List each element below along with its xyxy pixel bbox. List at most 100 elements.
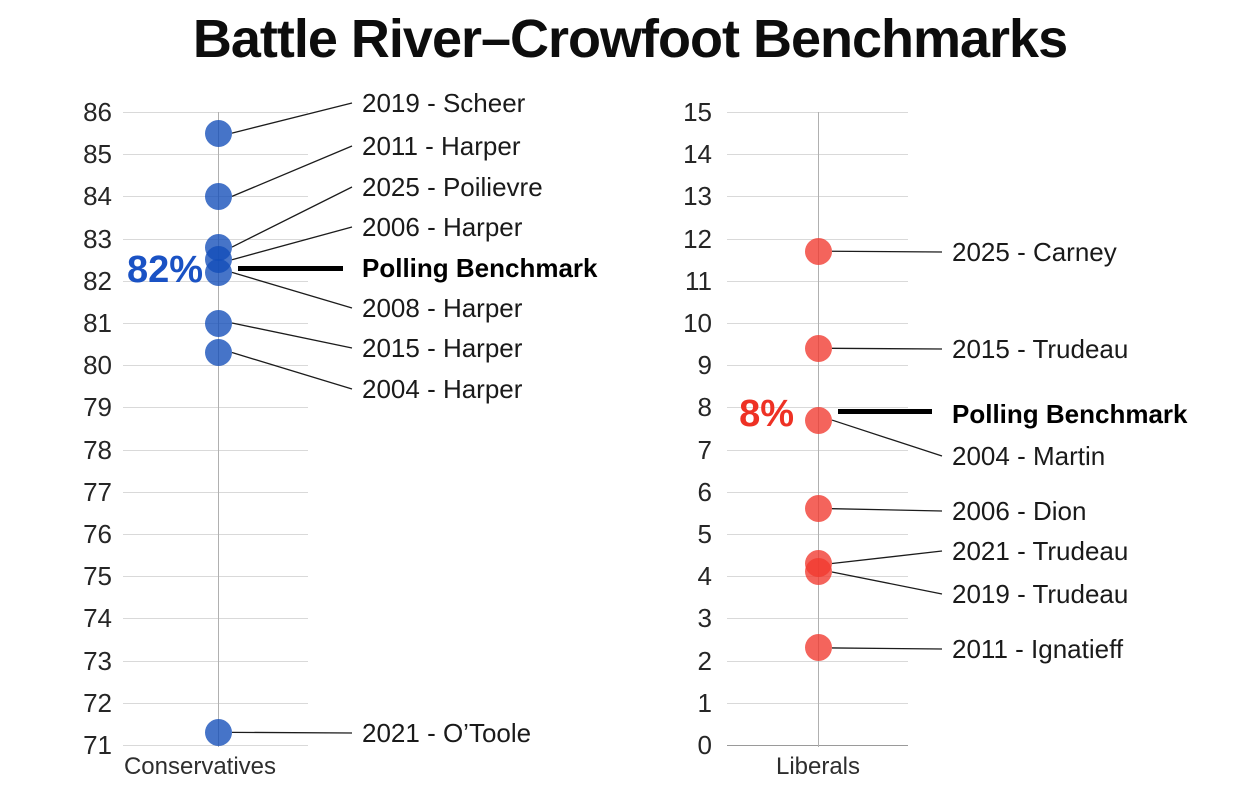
- y-tick-85: 85: [83, 139, 112, 170]
- y-tick-86: 86: [83, 97, 112, 127]
- y-tick-15: 15: [683, 97, 712, 127]
- y-tick-11: 11: [685, 265, 712, 296]
- gridline-79: [123, 407, 308, 409]
- gridline-72: [123, 702, 308, 704]
- point-callout: 2019 - Trudeau: [952, 579, 1129, 609]
- point-callout: 2011 - Ignatieff: [952, 634, 1124, 664]
- y-tick-72: 72: [83, 687, 112, 718]
- point-callout: 2025 - Poilievre: [362, 172, 543, 202]
- leader-line: [831, 347, 943, 350]
- benchmark-percent-label: 82%: [126, 249, 203, 292]
- y-tick-13: 13: [683, 181, 712, 212]
- y-tick-82: 82: [83, 265, 112, 296]
- gridline-74: [123, 618, 308, 620]
- point-callout: 2021 - O’Toole: [362, 718, 532, 748]
- data-point: [804, 334, 832, 362]
- data-point: [204, 119, 232, 147]
- y-tick-81: 81: [83, 308, 112, 338]
- y-tick-7: 7: [697, 434, 712, 465]
- data-point: [204, 718, 232, 746]
- benchmark-percent-label: 8%: [739, 392, 794, 435]
- point-callout: 2015 - Trudeau: [952, 334, 1129, 364]
- gridline-13: [727, 196, 908, 198]
- gridline-5: [727, 534, 908, 535]
- category-axis-line: [218, 112, 219, 747]
- y-tick-12: 12: [683, 223, 712, 254]
- y-tick-78: 78: [83, 434, 112, 465]
- point-callout: 2021 - Trudeau: [952, 536, 1129, 566]
- data-point: [204, 182, 232, 210]
- point-callout: 2006 - Dion: [952, 496, 1087, 526]
- gridline-2: [727, 660, 908, 662]
- data-point: [804, 634, 832, 662]
- y-tick-6: 6: [697, 476, 712, 507]
- point-callout: 2004 - Harper: [362, 374, 523, 404]
- y-tick-73: 73: [83, 645, 112, 676]
- y-tick-83: 83: [83, 223, 112, 254]
- point-callout: 2025 - Carney: [952, 237, 1117, 267]
- y-tick-4: 4: [697, 561, 712, 592]
- data-point: [804, 406, 832, 434]
- benchmark-line: [238, 265, 343, 271]
- gridline-1: [727, 702, 908, 704]
- gridline-76: [123, 534, 308, 535]
- leader-line: [831, 508, 943, 512]
- y-tick-3: 3: [697, 603, 712, 634]
- gridline-15: [727, 112, 908, 113]
- gridline-77: [123, 491, 308, 493]
- benchmark-callout: Polling Benchmark: [952, 399, 1188, 429]
- y-tick-76: 76: [83, 519, 112, 549]
- chart-title: Battle River–Crowfoot Benchmarks: [192, 9, 1068, 69]
- gridline-6: [727, 491, 908, 493]
- gridline-78: [123, 449, 308, 451]
- gridline-75: [123, 576, 308, 578]
- point-callout: 2011 - Harper: [362, 131, 521, 161]
- gridline-9: [727, 365, 908, 367]
- y-tick-77: 77: [83, 476, 112, 507]
- gridline-86: [123, 112, 308, 113]
- gridline-10: [727, 323, 908, 324]
- category-label-liberals: Liberals: [775, 753, 861, 780]
- leader-line: [831, 550, 943, 565]
- y-tick-14: 14: [683, 139, 712, 170]
- gridline-11: [727, 280, 908, 282]
- point-callout: 2006 - Harper: [362, 212, 523, 242]
- gridline-73: [123, 660, 308, 662]
- y-tick-0: 0: [697, 730, 712, 760]
- leader-line: [831, 647, 943, 650]
- data-point: [804, 495, 832, 523]
- data-point: [204, 258, 232, 286]
- y-tick-75: 75: [83, 561, 112, 592]
- y-tick-5: 5: [697, 519, 712, 549]
- point-callout: 2008 - Harper: [362, 293, 523, 323]
- y-tick-79: 79: [83, 392, 112, 423]
- gridline-14: [727, 154, 908, 156]
- benchmark-callout: Polling Benchmark: [362, 253, 598, 283]
- gridline-3: [727, 618, 908, 620]
- y-tick-84: 84: [83, 181, 112, 212]
- point-callout: 2015 - Harper: [362, 333, 523, 363]
- point-callout: 2004 - Martin: [952, 441, 1106, 471]
- y-tick-80: 80: [83, 350, 112, 381]
- y-tick-9: 9: [697, 350, 712, 381]
- gridline-85: [123, 154, 308, 156]
- y-tick-74: 74: [83, 603, 112, 634]
- gridline-0: [727, 745, 908, 746]
- y-tick-8: 8: [697, 392, 712, 423]
- point-callout: 2019 - Scheer: [362, 88, 526, 118]
- y-tick-71: 71: [83, 730, 112, 760]
- benchmark-line: [838, 409, 932, 415]
- y-tick-10: 10: [683, 308, 712, 338]
- data-point: [204, 309, 232, 337]
- leader-line: [831, 250, 943, 253]
- y-tick-1: 1: [697, 687, 712, 718]
- y-tick-2: 2: [697, 645, 712, 676]
- gridline-7: [727, 449, 908, 451]
- data-point: [204, 339, 232, 367]
- data-point: [804, 558, 832, 586]
- leader-line: [831, 419, 943, 457]
- data-point: [804, 237, 832, 265]
